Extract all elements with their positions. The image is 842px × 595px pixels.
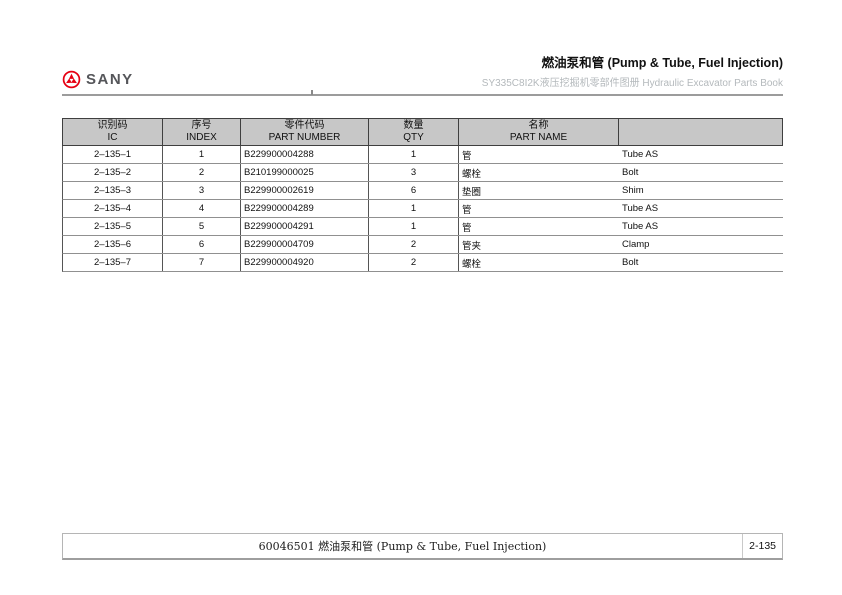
- table-header-row: 识别码 IC 序号 INDEX 零件代码 PART NUMBER 数量 QTY …: [62, 118, 783, 146]
- part-name-cn-cell: 垫圈: [462, 186, 482, 198]
- part-name-cn-cell: 螺栓: [462, 258, 482, 270]
- part-number-cell: B229900004920: [241, 254, 369, 271]
- part-name-cn-cell: 管: [462, 204, 472, 216]
- ic-cell: 2–135–6: [63, 236, 163, 253]
- header-rule: [62, 94, 783, 96]
- qty-cell: 2: [369, 236, 459, 253]
- index-cell: 2: [163, 164, 241, 181]
- index-cell: 1: [163, 146, 241, 163]
- page-subtitle: SY335C8I2K液压挖掘机零部件图册 Hydraulic Excavator…: [481, 78, 783, 89]
- table-row: 2–135–2 2 B210199000025 3 螺栓 Bolt: [62, 164, 783, 182]
- brand-logo: SANY: [62, 70, 134, 89]
- column-header-part-number: 零件代码 PART NUMBER: [241, 119, 369, 145]
- table-row: 2–135–7 7 B229900004920 2 螺栓 Bolt: [62, 254, 783, 272]
- index-cell: 5: [163, 218, 241, 235]
- table-row: 2–135–3 3 B229900002619 6 垫圈 Shim: [62, 182, 783, 200]
- ic-cell: 2–135–5: [63, 218, 163, 235]
- column-header-index: 序号 INDEX: [163, 119, 241, 145]
- part-name-cn-cell: 管夹: [462, 240, 482, 252]
- part-number-cell: B229900004288: [241, 146, 369, 163]
- index-cell: 4: [163, 200, 241, 217]
- part-number-cell: B229900004709: [241, 236, 369, 253]
- part-number-cell: B229900004289: [241, 200, 369, 217]
- qty-cell: 1: [369, 218, 459, 235]
- column-header-qty: 数量 QTY: [369, 119, 459, 145]
- table-body: 2–135–1 1 B229900004288 1 管 Tube AS 2–135–2 2 B2…: [62, 146, 783, 272]
- part-name-cn-cell: 螺栓: [462, 168, 482, 180]
- ic-cell: 2–135–3: [63, 182, 163, 199]
- table-row: 2–135–6 6 B229900004709 2 管夹 Clamp: [62, 236, 783, 254]
- index-cell: 3: [163, 182, 241, 199]
- page-title: 燃油泵和管 (Pump & Tube, Fuel Injection): [541, 56, 783, 70]
- part-name-en-cell: Shim: [622, 185, 644, 196]
- header-rule-tick: [311, 90, 313, 95]
- document-header: 燃油泵和管 (Pump & Tube, Fuel Injection) SY33…: [482, 52, 783, 89]
- column-header-blank: [619, 119, 782, 145]
- table-row: 2–135–4 4 B229900004289 1 管 Tube AS: [62, 200, 783, 218]
- index-cell: 7: [163, 254, 241, 271]
- part-name-en-cell: Tube AS: [622, 149, 659, 160]
- part-number-cell: B229900004291: [241, 218, 369, 235]
- table-row: 2–135–5 5 B229900004291 1 管 Tube AS: [62, 218, 783, 236]
- part-number-cell: B229900002619: [241, 182, 369, 199]
- footer-caption: 60046501 燃油泵和管 (Pump & Tube, Fuel Inject…: [258, 540, 547, 553]
- part-name-en-cell: Tube AS: [622, 221, 659, 232]
- qty-cell: 3: [369, 164, 459, 181]
- index-cell: 6: [163, 236, 241, 253]
- qty-cell: 1: [369, 146, 459, 163]
- sany-logo-icon: [62, 70, 81, 89]
- column-header-part-name: 名称 PART NAME: [459, 119, 619, 145]
- ic-cell: 2–135–2: [63, 164, 163, 181]
- brand-name: SANY: [86, 71, 134, 88]
- part-name-en-cell: Bolt: [622, 167, 639, 178]
- qty-cell: 2: [369, 254, 459, 271]
- part-name-en-cell: Tube AS: [622, 203, 659, 214]
- column-header-ic: 识别码 IC: [63, 119, 163, 145]
- ic-cell: 2–135–4: [63, 200, 163, 217]
- part-number-cell: B210199000025: [241, 164, 369, 181]
- part-name-en-cell: Bolt: [622, 257, 639, 268]
- page-number: 2-135: [742, 534, 782, 558]
- ic-cell: 2–135–7: [63, 254, 163, 271]
- parts-table: 识别码 IC 序号 INDEX 零件代码 PART NUMBER 数量 QTY …: [62, 118, 783, 272]
- ic-cell: 2–135–1: [63, 146, 163, 163]
- table-row: 2–135–1 1 B229900004288 1 管 Tube AS: [62, 146, 783, 164]
- qty-cell: 1: [369, 200, 459, 217]
- footer-bar: 60046501 燃油泵和管 (Pump & Tube, Fuel Inject…: [62, 533, 783, 560]
- part-name-cn-cell: 管: [462, 222, 472, 234]
- part-name-en-cell: Clamp: [622, 239, 650, 250]
- qty-cell: 6: [369, 182, 459, 199]
- part-name-cn-cell: 管: [462, 150, 472, 162]
